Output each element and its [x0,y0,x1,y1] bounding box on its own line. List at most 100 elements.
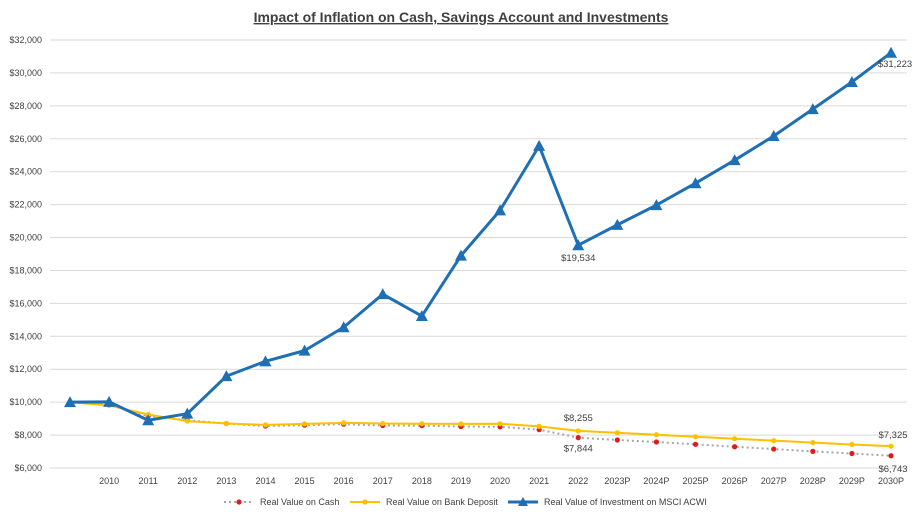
data-point [611,218,624,230]
data-point [849,450,855,457]
data-point [572,239,585,251]
data-point [575,435,581,441]
data-point [810,440,816,446]
data-point [732,444,738,450]
x-tick-label: 2012 [177,476,197,486]
data-point [181,407,194,419]
y-tick-label: $26,000 [9,134,42,144]
series-line [69,401,892,448]
y-tick-label: $6,000 [14,463,42,473]
data-point [497,421,503,427]
data-point [614,430,620,436]
data-point [64,396,76,408]
data-point [692,434,699,440]
data-point [262,422,269,428]
x-tick-label: 2028P [800,476,826,486]
series-line [69,401,892,457]
data-point [301,421,308,427]
x-tick-label: 2011 [139,476,158,486]
legend-label: Real Value on Bank Deposit [386,497,498,507]
data-point [298,344,311,356]
data-point [692,441,699,447]
data-label: $19,534 [561,253,595,264]
x-tick-label: 2022 [568,476,588,486]
data-point [689,177,702,189]
x-tick-label: 2014 [255,476,275,486]
data-point [614,437,620,443]
x-axis-ticks: 2010 2011 2012 2013 2014 2015 2016 2017 2018 2019… [99,476,904,486]
series-line [69,51,892,422]
data-label: $7,844 [564,444,593,455]
x-tick-label: 2027P [761,476,787,486]
data-point [259,355,272,367]
data-point [771,438,777,444]
data-point [458,421,464,427]
x-tick-label: 2029P [839,476,865,486]
x-tick-label: 2030P [878,476,904,486]
y-tick-label: $12,000 [9,364,42,374]
data-point [888,443,894,449]
y-tick-label: $28,000 [9,101,42,111]
data-point [575,428,581,434]
data-point [849,441,855,448]
data-point [806,103,819,115]
x-tick-label: 2010 [99,476,119,486]
y-tick-label: $20,000 [9,233,42,243]
x-tick-label: 2020 [490,476,510,486]
y-tick-label: $16,000 [9,298,42,308]
y-tick-label: $14,000 [9,331,42,341]
data-point [888,453,894,459]
legend-item: Real Value on Cash [224,497,339,507]
data-point [376,288,389,300]
data-point [771,446,777,452]
legend-item: Real Value on Bank Deposit [350,497,498,507]
data-point [419,421,425,427]
data-point [341,420,347,426]
data-point [184,418,190,424]
data-point [653,439,660,445]
chart-title: Impact of Inflation on Cash, Savings Acc… [254,9,669,25]
y-tick-label: $8,000 [14,430,42,440]
x-tick-label: 2025P [683,476,709,486]
data-point [223,420,229,427]
data-point [536,423,542,429]
data-point [337,321,350,333]
data-point [220,370,233,382]
data-label: $7,325 [878,430,907,441]
data-point [533,139,546,151]
data-point [810,448,816,454]
x-tick-label: 2016 [334,476,354,486]
data-point [103,395,116,407]
x-tick-label: 2024P [643,476,669,486]
y-tick-label: $10,000 [9,397,42,407]
data-point [845,75,858,87]
series-2 [64,46,897,426]
data-point [142,414,155,426]
data-point [494,204,507,216]
data-point [885,46,897,58]
y-tick-label: $18,000 [9,265,42,275]
data-point [767,129,780,141]
data-label: $31,223 [878,59,912,70]
legend: Real Value on Cash Real Value on Bank Dep… [224,497,707,507]
legend-label: Real Value on Cash [260,497,339,507]
legend-marker [518,497,528,506]
x-tick-label: 2018 [412,476,432,486]
data-label: $8,255 [564,413,593,424]
series-1 [67,399,894,449]
legend-marker [362,499,368,505]
x-tick-label: 2023P [604,476,630,486]
x-tick-label: 2026P [722,476,748,486]
x-tick-label: 2015 [295,476,315,486]
x-tick-label: 2021 [529,476,549,486]
data-labels: $31,223 $19,534 $8,255 $7,844 $7,325 $6,743 [561,59,912,475]
y-axis-ticks: $6,000 $8,000 $10,000 $12,000 $14,000 $16,000… [9,35,42,473]
y-tick-label: $24,000 [9,167,42,177]
data-point [380,420,386,427]
y-tick-label: $32,000 [9,35,42,45]
data-point [415,310,428,322]
legend-marker [236,499,242,505]
x-tick-label: 2019 [451,476,471,486]
